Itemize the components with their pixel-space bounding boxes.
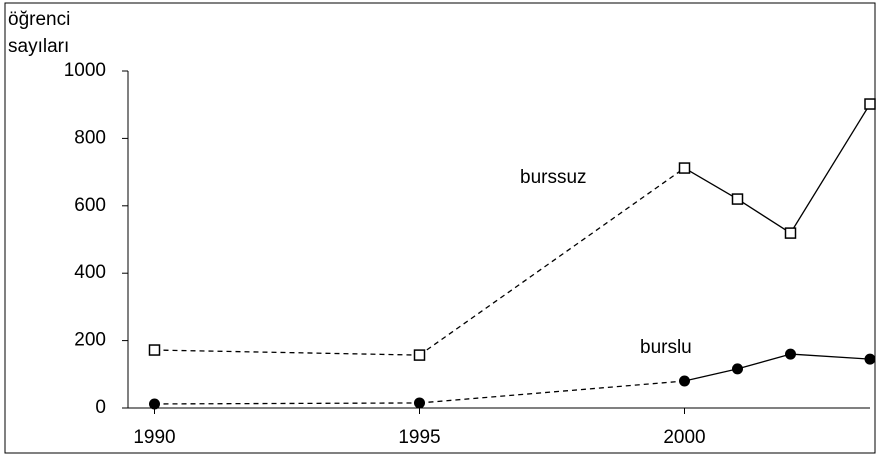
line-segment	[737, 353, 791, 370]
line-segment	[790, 353, 871, 360]
marker	[784, 227, 797, 239]
marker	[678, 162, 691, 174]
x-tick-label: 1990	[133, 427, 175, 448]
marker	[149, 398, 160, 410]
marker	[414, 397, 425, 409]
marker	[679, 375, 690, 387]
marker	[732, 363, 743, 375]
line-segment	[737, 198, 791, 234]
y-tick-label: 1000	[64, 60, 106, 81]
marker	[731, 193, 744, 205]
marker	[413, 349, 426, 361]
line-segment	[789, 103, 871, 234]
line-segment	[154, 402, 420, 405]
x-tick-label: 1995	[398, 427, 440, 448]
line-segment	[684, 167, 738, 200]
y-axis-title: sayıları	[8, 36, 69, 57]
marker	[785, 348, 796, 360]
marker	[864, 98, 876, 110]
frame	[4, 2, 876, 454]
marker	[864, 353, 876, 365]
y-tick-label: 800	[74, 127, 106, 148]
line-segment	[684, 368, 738, 382]
series-label: burslu	[640, 337, 692, 358]
x-tick-label: 2000	[663, 427, 705, 448]
y-tick-label: 200	[74, 330, 106, 351]
series-label: burssuz	[520, 167, 587, 188]
y-tick-label: 0	[95, 397, 106, 418]
line-segment	[419, 167, 685, 356]
line-segment	[419, 380, 685, 404]
line-segment	[154, 349, 420, 356]
y-axis-title: öğrenci	[8, 9, 70, 30]
marker	[148, 344, 161, 356]
y-tick-label: 600	[74, 195, 106, 216]
y-tick-label: 400	[74, 262, 106, 283]
